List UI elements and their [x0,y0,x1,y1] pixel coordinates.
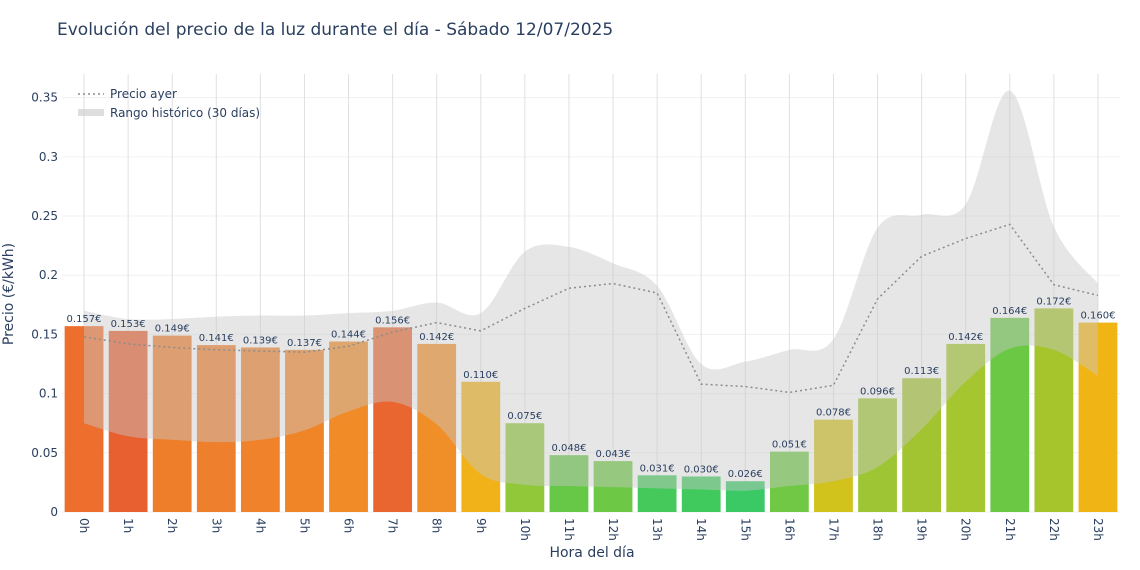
bar-4h [240,347,280,512]
bar-value-label: 0.139€ [243,335,278,346]
bar-8h [417,343,457,512]
bar-value-label: 0.172€ [1036,296,1071,307]
bar-19h [902,378,942,512]
x-tick-label: 2h [165,518,179,533]
y-tick-label: 0.1 [39,387,58,401]
legend-range-swatch [78,109,104,116]
bar-12h [593,461,633,512]
bar-1h [108,330,148,512]
bar-15h [725,481,765,512]
legend: Precio ayer Rango histórico (30 días) [78,87,260,120]
bar-5h [285,349,324,512]
bar-2h [152,335,192,512]
bar-17h [814,419,853,512]
bar-value-label: 0.144€ [331,330,366,341]
bar-value-label: 0.110€ [463,370,498,381]
x-tick-label: 13h [650,518,664,541]
chart-title: Evolución del precio de la luz durante e… [57,20,614,40]
bar-18h [858,398,897,512]
x-tick-label: 9h [474,518,488,533]
x-tick-label: 14h [694,518,708,541]
x-tick-label: 11h [562,518,576,541]
y-axis-ticks: 0 0.05 0.1 0.15 0.2 0.25 0.3 0.35 [31,91,58,519]
x-tick-label: 12h [606,518,620,541]
yesterday-price-line [83,223,1099,394]
bar-20h [946,343,986,512]
bar-14h [681,476,721,512]
bar-value-labels: 0.157€ 0.153€ 0.149€ 0.141€ 0.139€ 0.137€ 0.14… [67,296,1116,480]
bar-16h [769,451,809,512]
bar-0h [64,326,104,512]
x-tick-label: 7h [386,518,400,533]
x-axis-title: Hora del día [549,545,634,561]
bar-11h [549,455,589,512]
y-tick-label: 0.05 [31,446,58,460]
y-tick-label: 0.3 [39,150,58,164]
x-tick-label: 20h [959,518,973,541]
y-tick-label: 0.25 [31,209,58,223]
bar-value-label: 0.142€ [419,332,454,343]
bars [64,308,1118,512]
y-axis-title: Precio (€/kWh) [1,243,17,345]
x-tick-label: 19h [915,518,929,541]
x-tick-label: 21h [1003,518,1017,541]
x-tick-label: 10h [518,518,532,541]
x-tick-label: 6h [342,518,356,533]
historic-range-band [84,90,1098,491]
y-tick-label: 0.2 [39,268,58,282]
x-tick-label: 8h [430,518,444,533]
x-tick-label: 3h [209,518,223,533]
legend-range-label: Rango histórico (30 días) [110,106,260,120]
y-tick-label: 0.35 [31,91,58,105]
bar-value-label: 0.153€ [111,319,146,330]
x-tick-label: 15h [738,518,752,541]
bar-value-label: 0.113€ [904,366,939,377]
bar-value-label: 0.026€ [728,469,763,480]
bar-value-label: 0.048€ [551,443,586,454]
bar-10h [505,423,545,512]
x-tick-label: 4h [253,518,267,533]
bar-3h [196,345,236,512]
bar-value-label: 0.043€ [596,449,631,460]
bar-value-label: 0.075€ [507,411,542,422]
legend-yesterday-label: Precio ayer [110,87,177,101]
x-tick-label: 16h [782,518,796,541]
bar-13h [637,475,677,512]
bar-22h [1034,308,1074,512]
bar-value-label: 0.160€ [1080,311,1115,322]
y-tick-label: 0.15 [31,327,58,341]
bar-value-label: 0.149€ [155,324,190,335]
bar-9h [461,381,501,512]
bar-6h [329,341,368,512]
x-tick-label: 0h [77,518,91,533]
x-axis-ticks: 0h 1h 2h 3h 4h 5h 6h 7h 8h 9h 10h 11h 12h 13h 14h 15h 16… [77,518,1105,541]
x-tick-label: 17h [826,518,840,541]
x-tick-label: 22h [1047,518,1061,541]
x-tick-label: 5h [297,518,311,533]
bar-value-label: 0.142€ [948,332,983,343]
bar-23h [1078,322,1118,512]
bar-value-label: 0.096€ [860,386,895,397]
x-tick-label: 23h [1091,518,1105,541]
bar-value-label: 0.031€ [640,463,675,474]
bar-21h [990,317,1030,512]
x-tick-label: 18h [871,518,885,541]
bar-value-label: 0.164€ [992,306,1027,317]
bar-value-label: 0.078€ [816,408,851,419]
bar-value-label: 0.137€ [287,338,322,349]
bar-7h [373,327,413,512]
bar-value-label: 0.157€ [67,314,102,325]
y-tick-label: 0 [50,505,58,519]
bar-value-label: 0.141€ [199,333,234,344]
bar-value-label: 0.156€ [375,315,410,326]
x-tick-label: 1h [121,518,135,533]
bar-value-label: 0.030€ [684,464,719,475]
bar-value-label: 0.051€ [772,440,807,451]
